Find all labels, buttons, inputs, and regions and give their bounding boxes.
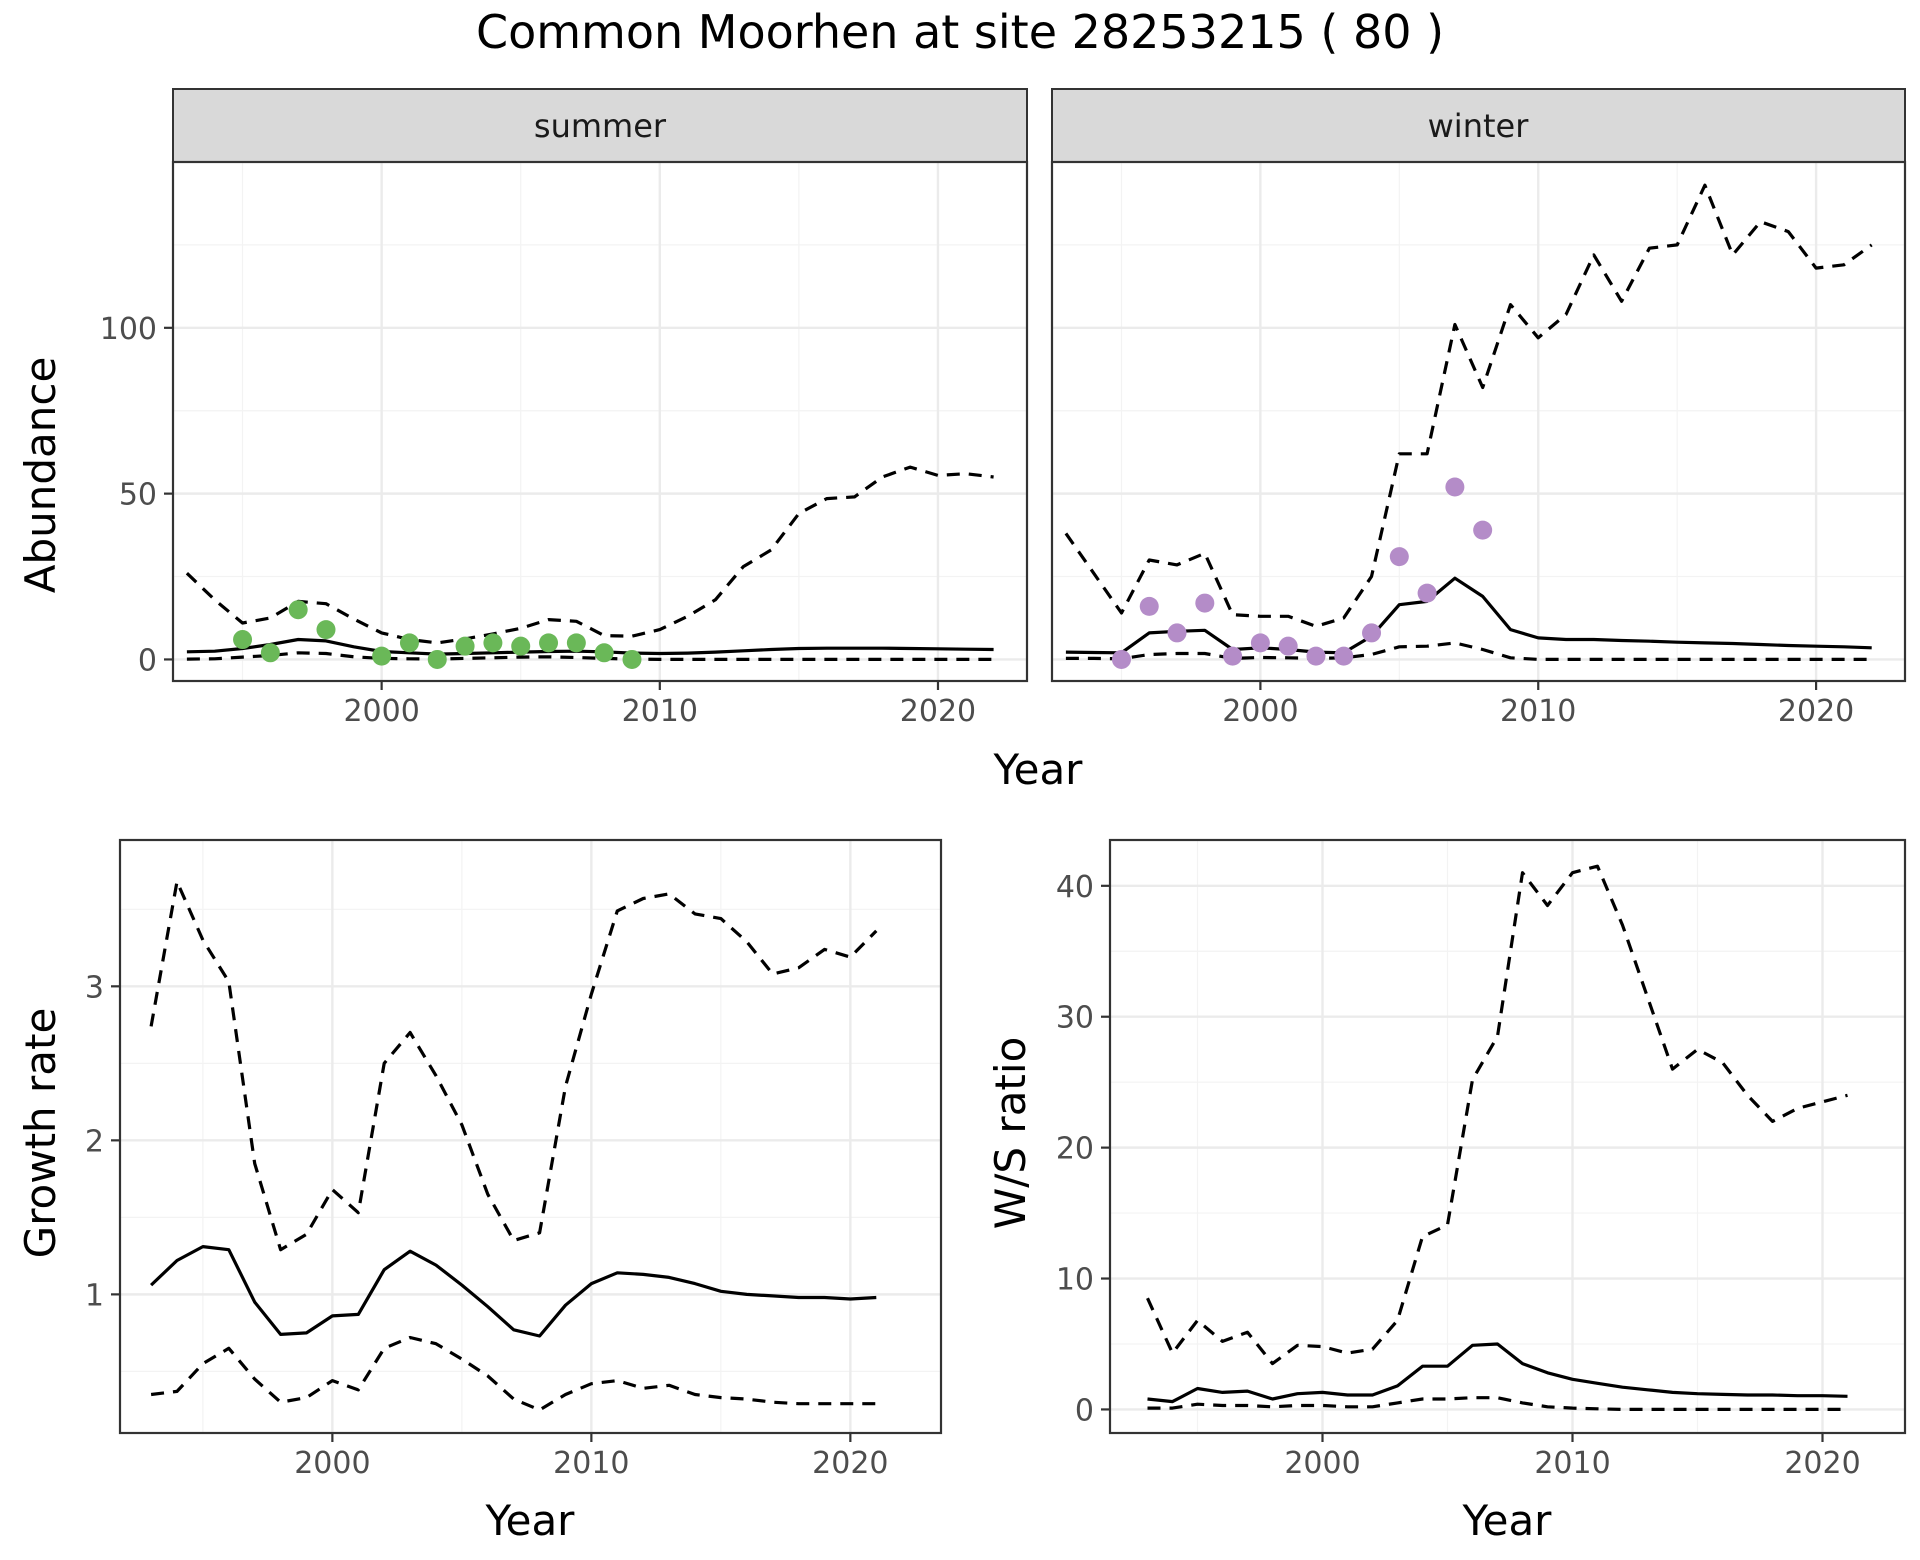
plot-growth-rate: 2000 2010 2020 1 2 3 [85,838,943,1481]
ws-ratio-y-axis-title: W/S ratio [986,1037,1035,1230]
abundance-winter-x-tick-label: 2010 [1500,694,1576,729]
abundance-winter-series-estimate-line [1065,576,1872,655]
growth-rate-series-estimate-line [149,1244,877,1338]
abundance-winter-series-bound-1-line [1064,183,1873,628]
growth-rate-x-tick-label: 2010 [553,1446,629,1481]
abundance-summer-observed-point [511,636,531,656]
abundance-summer-panel-border [171,160,1029,683]
growth-rate-panel-border [118,838,943,1435]
abundance-winter-observed-point [1139,596,1159,616]
ws-ratio-x-tick-label: 2020 [1784,1446,1860,1481]
ws-ratio-y-tick-label: 0 [1075,1393,1094,1428]
abundance-summer-series-estimate-line [186,637,994,656]
abundance-winter-series-bound-2-line [1065,641,1872,662]
panel-abundance-summer: summer 2000 2010 2020 0 50 100 [100,88,1029,729]
growth-rate-x-axis-title: Year [485,1496,576,1545]
abundance-winter-observed-point [1445,477,1465,497]
abundance-summer-y-tick-label: 100 [100,312,157,347]
abundance-summer-observed-point [483,633,503,653]
strip-label-summer: summer [534,107,667,145]
growth-rate-x-tick-label: 2000 [294,1446,370,1481]
abundance-summer-observed-point [233,630,253,650]
abundance-summer-y-tick-label: 50 [119,478,157,513]
abundance-winter-observed-point [1167,623,1187,643]
abundance-summer-observed-point [260,643,280,663]
abundance-summer-series-bound-1-line [185,465,994,645]
ws-ratio-x-axis-title: Year [1462,1496,1553,1545]
growth-rate-y-tick-label: 2 [85,1124,104,1159]
abundance-summer-observed-point [566,633,586,653]
abundance-winter-plot-background [1052,162,1905,681]
abundance-winter-observed-point [1223,646,1243,666]
abundance-x-axis-title: Year [993,745,1084,794]
plot-abundance-winter: 2000 2010 2020 [1050,160,1907,729]
strip-label-winter: winter [1428,107,1530,145]
abundance-winter-observed-point [1417,583,1437,603]
ws-ratio-y-tick-label: 10 [1056,1263,1094,1298]
growth-rate-y-tick-label: 3 [85,970,104,1005]
panel-abundance-winter: winter 2000 2010 2020 [1050,88,1907,729]
abundance-winter-observed-point [1362,623,1382,643]
ws-ratio-series-estimate-line [1147,1342,1848,1404]
growth-rate-x-tick-label: 2020 [812,1446,888,1481]
growth-rate-series-bound-1-line [149,879,878,1252]
ws-ratio-x-tick-label: 2010 [1534,1446,1610,1481]
growth-rate-series-bound-2-line [150,1335,877,1412]
growth-rate-y-axis-title: Growth rate [16,1008,65,1259]
abundance-winter-panel-border [1050,160,1907,683]
ws-ratio-y-tick-label: 20 [1056,1132,1094,1167]
abundance-winter-observed-point [1306,646,1326,666]
abundance-summer-x-tick-label: 2010 [622,694,698,729]
ws-ratio-y-tick-label: 40 [1056,870,1094,905]
plot-abundance-summer: 2000 2010 2020 0 50 100 [100,160,1029,729]
abundance-summer-plot-background [173,162,1027,681]
abundance-winter-observed-point [1334,646,1354,666]
abundance-summer-observed-point [594,643,614,663]
ws-ratio-y-tick-label: 30 [1056,1001,1094,1036]
abundance-winter-observed-point [1195,593,1215,613]
growth-rate-y-tick-label: 1 [85,1278,104,1313]
plot-ws-ratio: 2000 2010 2020 0 10 20 30 40 [1056,838,1907,1481]
abundance-summer-observed-point [622,649,642,669]
abundance-winter-observed-point [1389,547,1409,567]
abundance-winter-observed-point [1473,520,1493,540]
abundance-summer-observed-point [399,633,419,653]
abundance-winter-observed-point [1278,636,1298,656]
abundance-winter-x-tick-label: 2020 [1778,694,1854,729]
abundance-summer-series-bound-2-line [186,651,994,662]
abundance-summer-observed-point [455,636,475,656]
abundance-summer-observed-point [372,646,392,666]
abundance-winter-observed-point [1111,649,1131,669]
abundance-summer-x-tick-label: 2000 [343,694,419,729]
abundance-summer-observed-point [316,620,336,640]
ws-ratio-series-bound-2-line [1147,1396,1848,1412]
ws-ratio-panel-border [1108,838,1907,1435]
panel-ws-ratio: 2000 2010 2020 0 10 20 30 40 [1056,838,1907,1481]
abundance-summer-observed-point [539,633,559,653]
growth-rate-plot-background [120,840,941,1433]
abundance-summer-observed-point [427,649,447,669]
abundance-summer-observed-point [288,600,308,620]
abundance-y-axis-title: Abundance [16,357,65,594]
abundance-winter-x-tick-label: 2000 [1222,694,1298,729]
abundance-summer-x-tick-label: 2020 [900,694,976,729]
ws-ratio-series-bound-1-line [1146,864,1848,1366]
panel-growth-rate: 2000 2010 2020 1 2 3 [85,838,943,1481]
strip-summer [172,88,1028,163]
abundance-winter-observed-point [1250,633,1270,653]
abundance-summer-y-tick-label: 0 [138,643,157,678]
ws-ratio-x-tick-label: 2000 [1284,1446,1360,1481]
figure-title: Common Moorhen at site 28253215 ( 80 ) [476,5,1444,59]
